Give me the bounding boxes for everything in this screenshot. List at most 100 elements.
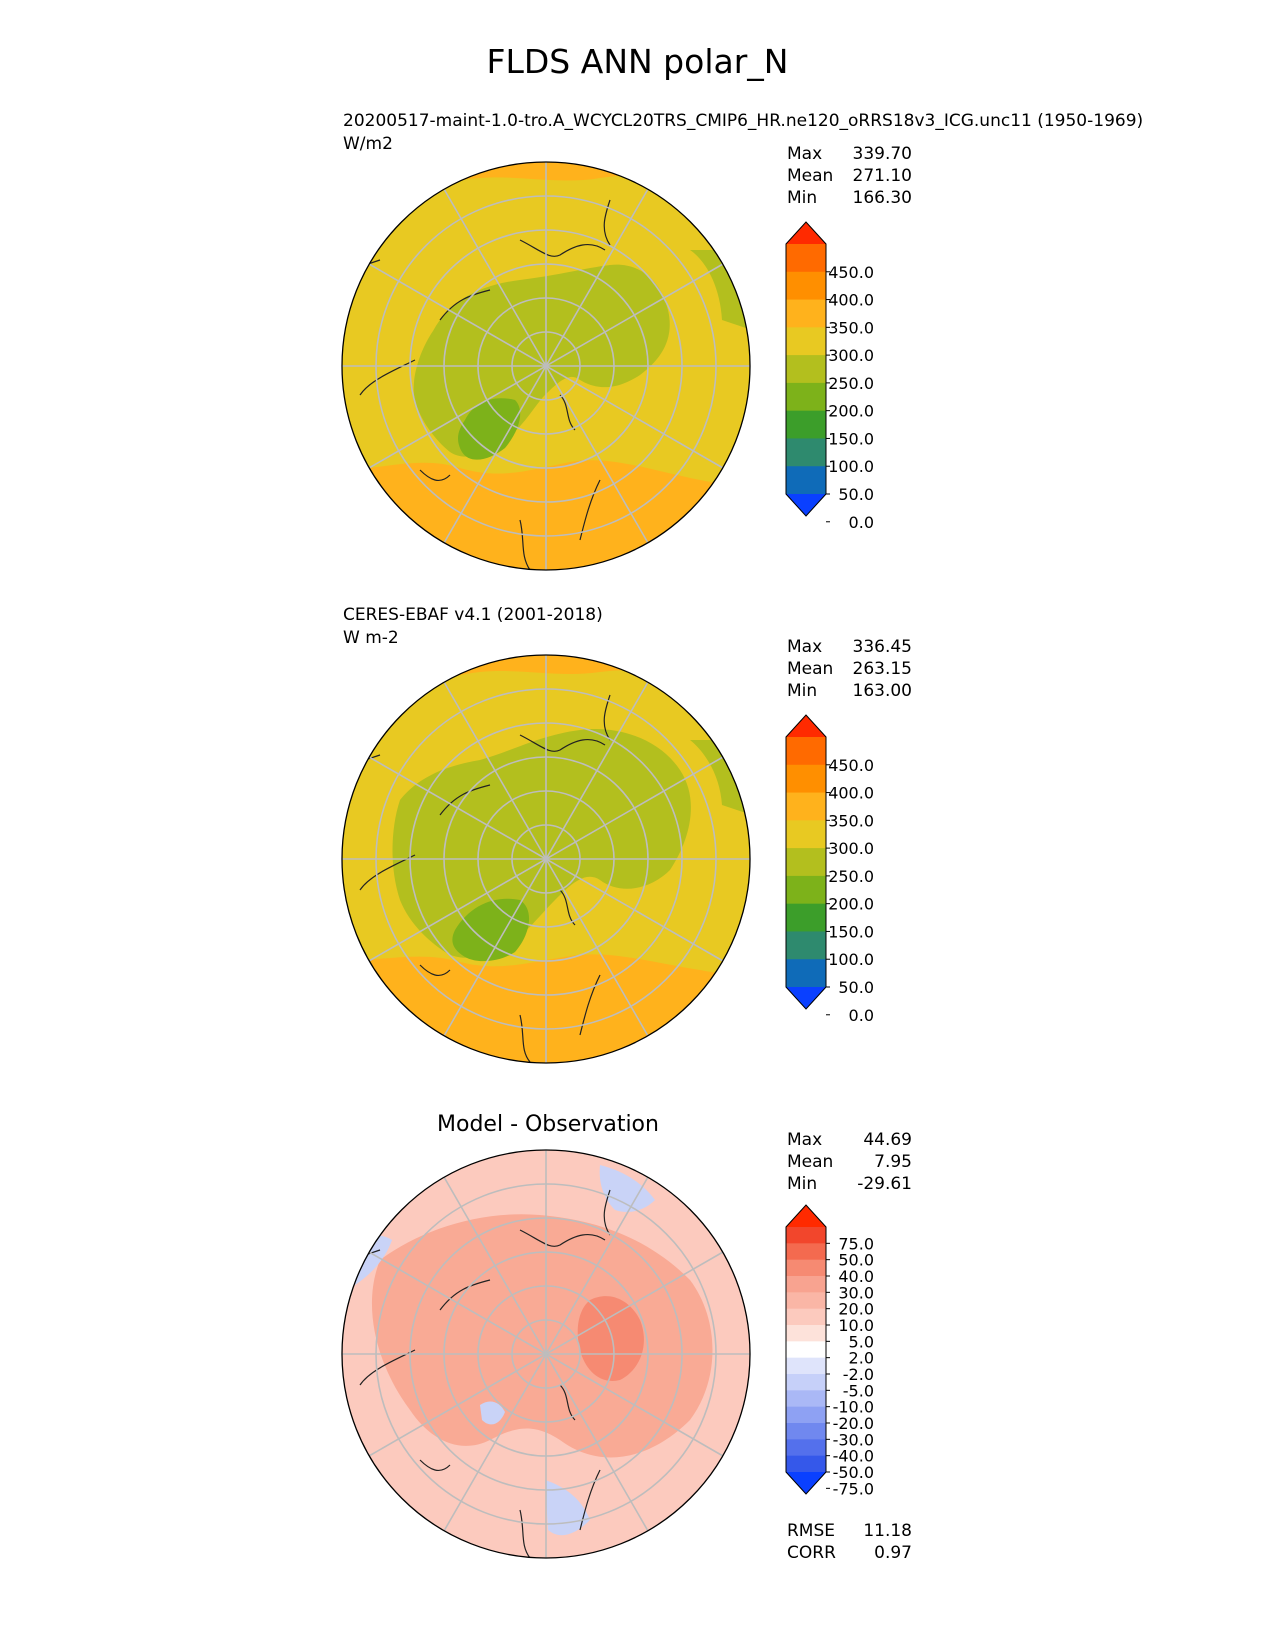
panel3-stats: Max 44.69 Mean 7.95 Min -29.61 <box>787 1129 912 1195</box>
colorbar-segment <box>786 382 826 412</box>
colorbar-segment <box>786 1243 826 1261</box>
panel1-title: 20200517-maint-1.0-tro.A_WCYCL20TRS_CMIP… <box>343 111 1144 131</box>
colorbar-segment <box>786 244 826 273</box>
colorbar-tick-label: 0.0 <box>849 513 874 532</box>
colorbar-segment <box>786 410 826 439</box>
graticule <box>342 1150 750 1558</box>
colorbar-segment <box>786 355 826 384</box>
colorbar-tick-label: 450.0 <box>828 756 874 775</box>
panel3-title: Model - Observation <box>437 1112 659 1137</box>
land-low-region <box>392 729 691 958</box>
colorbar-segment <box>786 1276 826 1293</box>
stat-mean: Mean 263.15 <box>787 659 912 679</box>
panel1-units: W/m2 <box>343 134 393 154</box>
colorbar-tick-label: 100.0 <box>828 950 874 969</box>
colorbar-segment <box>786 299 826 328</box>
colorbar-segment <box>786 466 826 495</box>
colorbar-extend-max <box>786 1205 826 1227</box>
colorbar-tick-label: 50.0 <box>838 485 874 504</box>
colorbar-tick-label: 5.0 <box>849 1332 874 1351</box>
colorbar-segment <box>786 820 826 849</box>
colorbar-segment <box>786 1292 826 1310</box>
colorbar-tick-label: 50.0 <box>838 1251 874 1270</box>
greenland-low-region <box>452 898 530 962</box>
panel2-units: W m-2 <box>343 628 399 648</box>
map-boundary <box>341 654 751 1064</box>
observation-map <box>341 654 751 1064</box>
colorbar-tick-label: 200.0 <box>828 402 874 421</box>
model-map <box>341 161 751 571</box>
stat-min: Min 163.00 <box>787 681 912 701</box>
colorbar-tick-label: 300.0 <box>828 346 874 365</box>
figure-title: FLDS ANN polar_N <box>486 42 789 81</box>
colorbar-segment <box>786 737 826 766</box>
colorbar-tick-label: 250.0 <box>828 374 874 393</box>
colorbar-tick-label: -5.0 <box>843 1381 874 1400</box>
negative-bias-region-4 <box>480 1401 505 1425</box>
colorbar-segment <box>786 1374 826 1391</box>
panel2-stats: Max 336.45 Mean 263.15 Min 163.00 <box>787 636 912 702</box>
colorbar-extend-max <box>786 222 826 244</box>
greenland-low-region <box>458 398 521 460</box>
colorbar-tick-label: 300.0 <box>828 839 874 858</box>
panel3-metrics: RMSE 11.18 CORR 0.97 <box>787 1520 912 1564</box>
colorbar-segment <box>786 1357 826 1375</box>
colorbar-segment <box>786 764 826 794</box>
graticule <box>342 162 750 570</box>
colorbar-tick-label: 150.0 <box>828 922 874 941</box>
metric-rmse: RMSE 11.18 <box>787 1521 912 1541</box>
colorbar-extend-min <box>786 494 826 516</box>
colorbar-segment <box>786 959 826 988</box>
colorbar-extend-max <box>786 715 826 737</box>
colorbar-tick-label: -40.0 <box>833 1447 874 1466</box>
colorbar-1: 450.0 400.0 350.0 300.0 250.0 200.0 150.0 100.0… <box>785 221 874 532</box>
colorbar-segment <box>786 1439 826 1457</box>
colorbar-tick-label: 50.0 <box>838 978 874 997</box>
colorbar-3: 75.050.040.030.020.010.05.02.0-2.0-5.0-1… <box>785 1204 874 1498</box>
stat-max: Max 44.69 <box>787 1130 912 1150</box>
panel2-title: CERES-EBAF v4.1 (2001-2018) <box>343 605 603 625</box>
colorbar-tick-label: 30.0 <box>838 1283 874 1302</box>
colorbar-tick-label: 200.0 <box>828 895 874 914</box>
colorbar-segment <box>786 848 826 877</box>
colorbar-tick-label: 75.0 <box>838 1234 874 1253</box>
colorbar-tick-label: -30.0 <box>833 1430 874 1449</box>
colorbar-segment <box>786 1325 826 1342</box>
colorbar-segment <box>786 1259 826 1277</box>
colorbar-segment <box>786 1455 826 1473</box>
colorbar-segment <box>786 327 826 356</box>
difference-map <box>341 1149 751 1559</box>
colorbar-segment <box>786 1390 826 1408</box>
colorbar-tick-label: -50.0 <box>833 1463 874 1482</box>
colorbar-segment <box>786 1341 826 1359</box>
stat-min: Min 166.30 <box>787 188 912 208</box>
colorbar-segment <box>786 931 826 960</box>
colorbar-segment <box>786 1308 826 1326</box>
colorbar-extend-min <box>786 987 826 1009</box>
negative-bias-region <box>599 1165 655 1212</box>
colorbar-tick-label: 150.0 <box>828 429 874 448</box>
colorbar-extend-min <box>786 1472 826 1494</box>
stat-mean: Mean 271.10 <box>787 166 912 186</box>
colorbar-segment <box>786 438 826 467</box>
colorbar-tick-label: 10.0 <box>838 1316 874 1335</box>
colorbar-tick-label: -10.0 <box>833 1398 874 1417</box>
colorbar-tick-label: 350.0 <box>828 811 874 830</box>
stat-max: Max 336.45 <box>787 637 912 657</box>
colorbar-segment <box>786 1406 826 1424</box>
colorbar-segment <box>786 1423 826 1440</box>
colorbar-tick-label: 2.0 <box>849 1349 874 1368</box>
colorbar-tick-label: 100.0 <box>828 457 874 476</box>
metric-corr: CORR 0.97 <box>787 1543 912 1563</box>
colorbar-tick-label: 40.0 <box>838 1267 874 1286</box>
colorbar-segment <box>786 875 826 905</box>
colorbar-segment <box>786 271 826 301</box>
colorbar-segment <box>786 792 826 821</box>
stat-min: Min -29.61 <box>787 1174 912 1194</box>
strong-positive-region <box>577 1296 644 1381</box>
colorbar-tick-label: 0.0 <box>849 1006 874 1025</box>
map-boundary <box>341 1149 751 1559</box>
colorbar-tick-label: -20.0 <box>833 1414 874 1433</box>
colorbar-tick-label: 450.0 <box>828 263 874 282</box>
